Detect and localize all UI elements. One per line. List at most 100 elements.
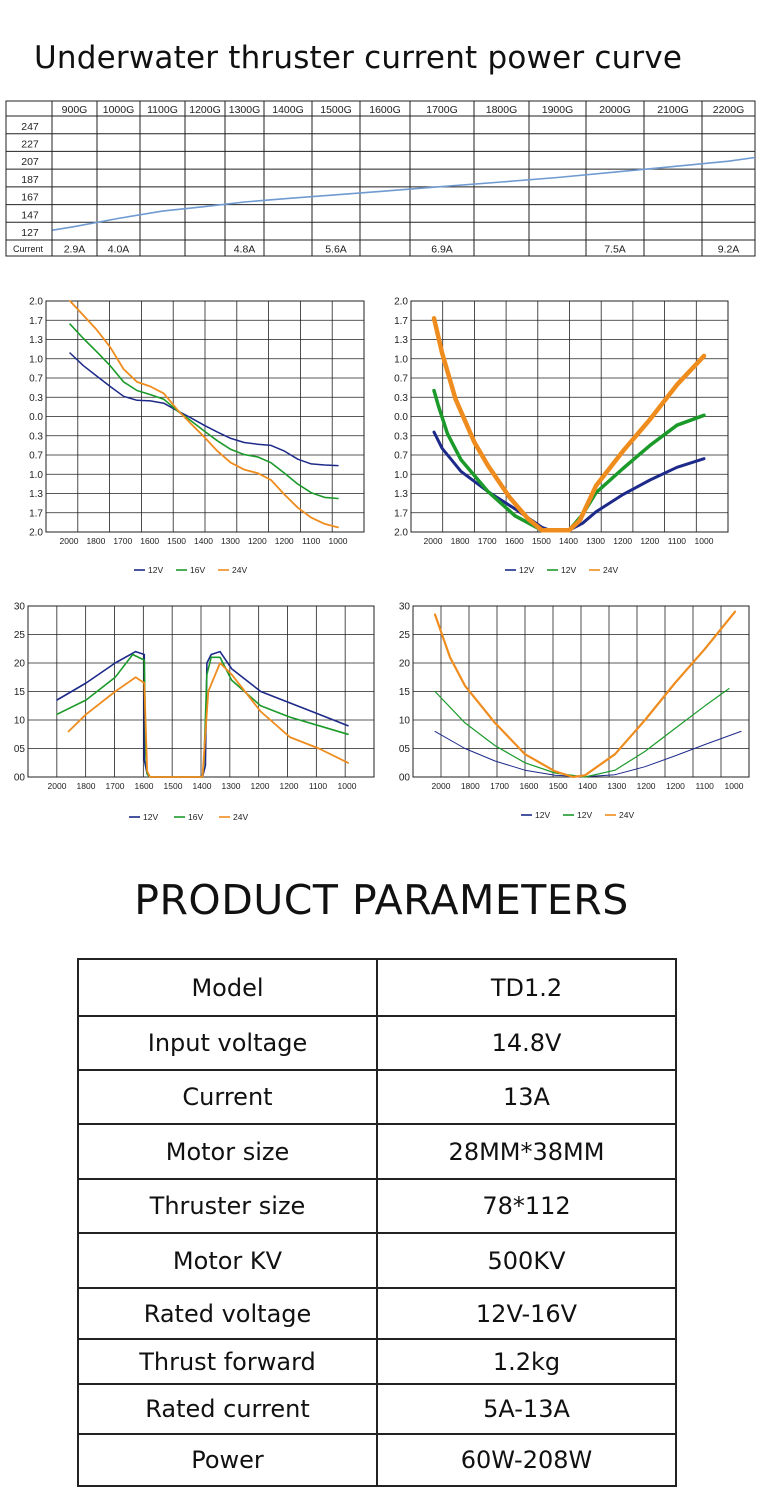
parameter-label: Model	[77, 958, 378, 1017]
x-tick: 1400	[578, 781, 597, 791]
row-label: 187	[21, 174, 39, 186]
x-tick: 1000	[725, 781, 744, 791]
parameter-label: Motor size	[77, 1123, 378, 1180]
y-tick: 2.0	[394, 297, 408, 308]
parameter-row: Thruster size 78*112	[77, 1178, 677, 1234]
y-tick: 05	[399, 744, 411, 755]
x-tick: 1500	[167, 536, 186, 546]
y-tick: 1.7	[394, 316, 408, 327]
series-line-0	[56, 650, 349, 778]
parameter-row: Rated current 5A-13A	[77, 1383, 677, 1435]
x-tick: 2000	[60, 536, 79, 546]
y-tick: 0.0	[29, 412, 43, 423]
x-tick: 1700	[490, 781, 509, 791]
parameter-label: Power	[77, 1433, 378, 1487]
row-label: 207	[21, 156, 39, 168]
current-value: 7.5A	[604, 244, 626, 256]
page-title: Underwater thruster current power curve	[34, 40, 683, 76]
x-tick: 1400	[194, 536, 213, 546]
y-tick: 1.0	[394, 354, 408, 365]
x-tick: 1800	[451, 536, 470, 546]
y-tick: 0.3	[29, 431, 43, 442]
legend-label: 24V	[232, 565, 247, 575]
column-header: 1900G	[542, 104, 574, 116]
x-tick: 1800	[86, 536, 105, 546]
current-value: 9.2A	[718, 244, 740, 256]
x-tick: 1400	[559, 536, 578, 546]
x-tick: 1300	[222, 781, 241, 791]
y-tick: 0.0	[394, 412, 408, 423]
y-tick: 00	[399, 773, 411, 784]
x-tick: 1700	[478, 536, 497, 546]
y-tick: 0.7	[29, 451, 43, 462]
y-tick: 25	[399, 630, 411, 641]
legend-label: 12V	[148, 565, 163, 575]
x-tick: 1300	[221, 536, 240, 546]
parameter-label: Current	[77, 1069, 378, 1125]
current-label: Current	[13, 244, 44, 254]
legend-label: 24V	[233, 812, 248, 822]
column-header: 1100G	[147, 104, 178, 116]
y-tick: 2.0	[29, 297, 43, 308]
x-tick: 1200	[637, 781, 656, 791]
x-tick: 1600	[140, 536, 159, 546]
x-tick: 1600	[519, 781, 538, 791]
legend-label: 16V	[190, 565, 205, 575]
y-tick: 1.3	[394, 335, 408, 346]
column-header: 1300G	[229, 104, 261, 116]
parameter-label: Rated current	[77, 1383, 378, 1435]
parameter-value: 12V-16V	[376, 1287, 677, 1340]
parameter-label: Input voltage	[77, 1015, 378, 1071]
legend-label: 12V	[143, 812, 158, 822]
parameter-row: Power 60W-208W	[77, 1433, 677, 1487]
x-tick: 1600	[505, 536, 524, 546]
y-tick: 00	[14, 773, 26, 784]
y-tick: 0.7	[394, 451, 408, 462]
x-tick: 1600	[135, 781, 154, 791]
y-tick: 30	[399, 602, 411, 613]
series-line-2	[431, 316, 707, 533]
x-tick: 1000	[338, 781, 357, 791]
legend-label: 12V	[577, 810, 592, 820]
parameter-value: 500KV	[376, 1232, 677, 1289]
y-tick: 0.3	[394, 393, 408, 404]
y-tick: 20	[14, 659, 26, 670]
column-header: 2000G	[599, 104, 631, 116]
x-tick: 1500	[549, 781, 568, 791]
x-tick: 1800	[77, 781, 96, 791]
x-tick: 1700	[106, 781, 125, 791]
x-tick: 2000	[432, 781, 451, 791]
grid-chart-frame	[5, 100, 756, 257]
current-value: 6.9A	[431, 244, 453, 256]
legend-label: 12V	[535, 810, 550, 820]
column-header: 2200G	[713, 104, 745, 116]
y-tick: 2.0	[394, 528, 408, 539]
legend-label: 16V	[188, 812, 203, 822]
y-tick: 2.0	[29, 528, 43, 539]
parameter-row: Model TD1.2	[77, 958, 677, 1017]
y-tick: 10	[14, 716, 26, 727]
y-tick: 30	[14, 602, 26, 613]
x-tick: 1100	[696, 781, 715, 791]
row-label: 247	[21, 121, 39, 133]
x-tick: 1200	[275, 536, 294, 546]
x-tick: 1400	[193, 781, 212, 791]
x-tick: 1200	[613, 536, 632, 546]
y-tick: 15	[14, 687, 26, 698]
y-tick: 0.7	[29, 374, 43, 385]
y-tick: 05	[14, 744, 26, 755]
current-value: 4.0A	[108, 244, 130, 256]
parameter-value: 14.8V	[376, 1015, 677, 1071]
parameter-value: 5A-13A	[376, 1383, 677, 1435]
current-curve-line	[52, 156, 756, 231]
y-tick: 20	[399, 659, 411, 670]
parameters-table: Model TD1.2 Input voltage 14.8V Current 13A Mo…	[77, 958, 677, 1487]
parameter-value: 60W-208W	[376, 1433, 677, 1487]
y-tick: 1.7	[29, 316, 43, 327]
x-tick: 1500	[164, 781, 183, 791]
y-tick: 0.3	[29, 393, 43, 404]
y-tick: 25	[14, 630, 26, 641]
y-tick: 1.0	[394, 470, 408, 481]
current-value: 5.6A	[325, 244, 347, 256]
series-line-0	[434, 730, 742, 778]
